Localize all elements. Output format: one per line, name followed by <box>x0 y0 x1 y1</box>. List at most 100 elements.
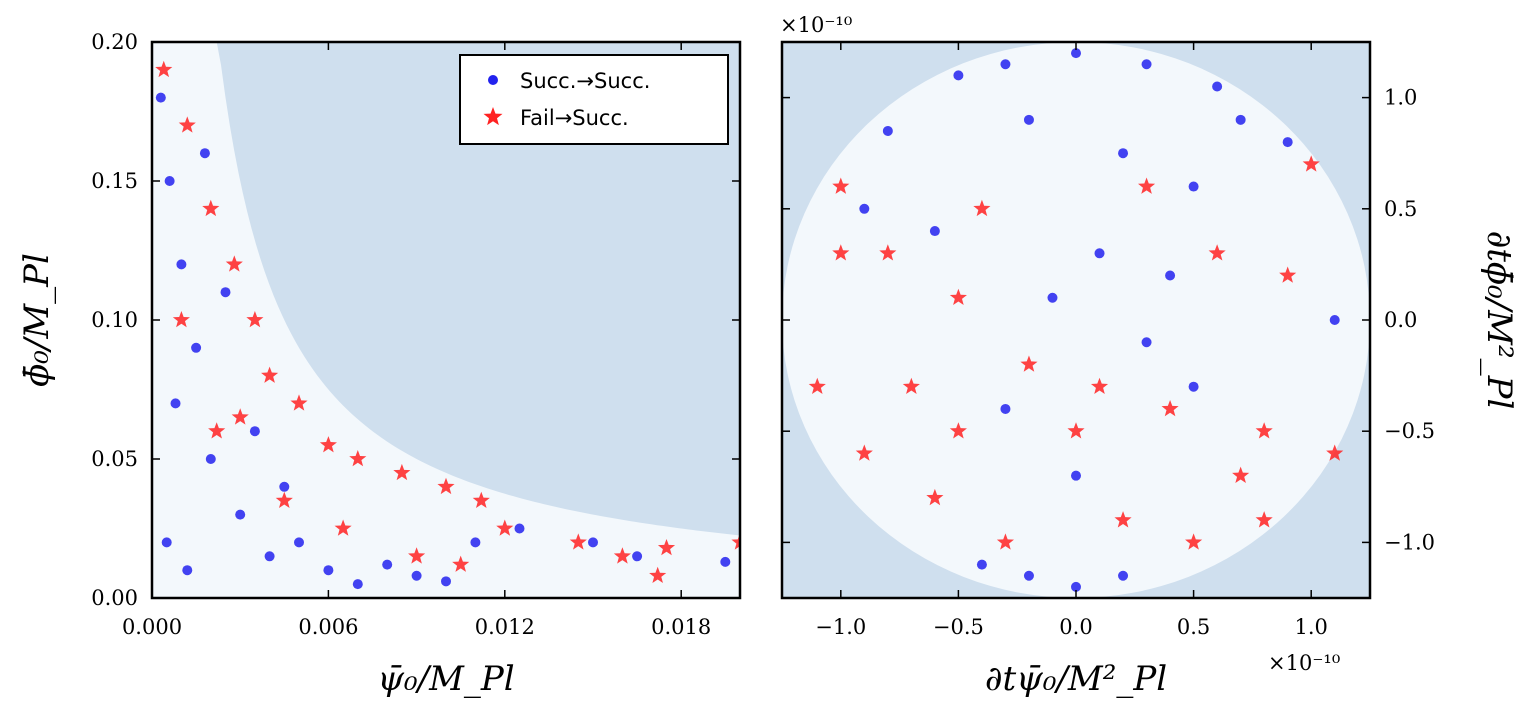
fail-point <box>879 244 897 261</box>
succ-point <box>411 570 422 581</box>
left-success-region <box>152 42 740 598</box>
right-scatter-points <box>808 48 1344 592</box>
legend-succ-marker <box>488 75 498 85</box>
succ-point <box>382 559 393 570</box>
succ-point <box>1188 381 1199 392</box>
right-x-ticks: −1.0 −0.5 0.0 0.5 1.0 <box>815 42 1328 639</box>
fail-point <box>1138 177 1156 194</box>
right-top-scale-label: ×10⁻¹⁰ <box>780 13 852 37</box>
y-tick-label: −1.0 <box>1384 530 1435 554</box>
succ-point <box>1071 48 1081 59</box>
fail-point <box>731 533 740 550</box>
fail-point <box>926 488 944 506</box>
fail-point <box>855 444 873 461</box>
fail-point <box>949 288 967 306</box>
succ-point <box>155 92 166 103</box>
y-tick-label: 0.05 <box>91 447 138 471</box>
fail-point <box>408 547 426 564</box>
fail-point <box>808 377 826 394</box>
succ-point <box>1188 181 1199 192</box>
fail-point <box>1326 444 1344 461</box>
succ-point <box>279 481 290 492</box>
fail-point <box>996 533 1014 550</box>
fail-point <box>1255 422 1273 439</box>
fail-point <box>393 463 411 481</box>
succ-point <box>1165 270 1176 281</box>
succ-point <box>441 576 451 587</box>
succ-point <box>1094 248 1105 259</box>
legend: Succ.→Succ. Fail→Succ. <box>459 54 729 145</box>
fail-point <box>261 366 279 383</box>
succ-point <box>1023 570 1034 581</box>
left-y-ticks: 0.00 0.05 0.10 0.15 0.20 <box>91 30 740 610</box>
right-x-axis-label: ∂tψ̄₀/M²_Pl <box>985 659 1167 699</box>
fail-point <box>437 477 455 495</box>
succ-point <box>1329 315 1340 325</box>
fail-point <box>231 408 249 425</box>
succ-point <box>220 287 231 298</box>
fail-point <box>202 199 220 217</box>
succ-point <box>1000 59 1011 70</box>
right-y-axis-label: ∂tϕ̄₀/M²_Pl <box>1479 231 1519 410</box>
fail-point <box>949 422 967 439</box>
fail-point <box>902 377 920 394</box>
fail-point <box>275 491 293 508</box>
succ-point <box>199 148 210 159</box>
right-bottom-scale-label: ×10⁻¹⁰ <box>1268 651 1340 675</box>
fail-point <box>1208 244 1226 261</box>
fail-point <box>649 566 667 584</box>
fail-point <box>1020 355 1038 372</box>
y-tick-label: 0.0 <box>1384 308 1417 332</box>
fail-point <box>208 422 226 439</box>
x-tick-label: 1.0 <box>1294 615 1327 639</box>
fail-point <box>246 311 264 328</box>
fail-point <box>613 547 631 564</box>
succ-point <box>1023 114 1034 125</box>
legend-succ-label: Succ.→Succ. <box>520 69 650 93</box>
right-panel: −1.0 −0.5 0.0 0.5 1.0 1.0 0.5 0.0 −0.5 −1.0 ×10⁻… <box>780 13 1519 699</box>
succ-point <box>264 551 275 562</box>
fail-point <box>349 450 367 467</box>
fail-point <box>1279 266 1297 283</box>
succ-point <box>294 537 304 548</box>
y-tick-label: 0.00 <box>91 586 138 610</box>
fail-point <box>1067 422 1085 439</box>
succ-point <box>470 537 481 548</box>
succ-point <box>1212 81 1223 92</box>
right-y-ticks: 1.0 0.5 0.0 −0.5 −1.0 <box>782 86 1435 554</box>
succ-point <box>1118 148 1129 159</box>
x-tick-label: 0.5 <box>1177 615 1210 639</box>
succ-point <box>1282 137 1293 148</box>
fail-point <box>1302 155 1320 172</box>
succ-point <box>352 579 363 590</box>
fail-point <box>172 311 190 328</box>
succ-point <box>514 523 525 534</box>
x-tick-label: 0.012 <box>475 615 535 639</box>
succ-point <box>1235 114 1246 125</box>
fail-point <box>973 199 991 217</box>
succ-point <box>170 398 181 409</box>
x-tick-label: 0.006 <box>298 615 358 639</box>
fail-point <box>334 519 352 536</box>
succ-point <box>632 551 643 562</box>
fail-point <box>290 394 308 411</box>
succ-point <box>182 565 193 576</box>
y-tick-label: 0.15 <box>91 169 138 193</box>
fail-point <box>1255 511 1273 528</box>
succ-point <box>1141 337 1152 348</box>
succ-point <box>191 342 202 353</box>
succ-point <box>249 426 260 437</box>
left-panel: 0.000 0.006 0.012 0.018 0.00 0.05 0.10 0.15 0.2… <box>17 30 742 699</box>
fail-point <box>832 177 850 194</box>
x-tick-label: 0.018 <box>651 615 711 639</box>
succ-point <box>588 537 598 548</box>
succ-point <box>235 509 246 520</box>
x-tick-label: −1.0 <box>815 615 866 639</box>
fail-point <box>319 436 337 453</box>
left-scatter-points <box>155 60 740 590</box>
x-tick-label: 0.0 <box>1059 615 1092 639</box>
succ-point <box>1071 581 1081 592</box>
succ-point <box>1047 292 1058 303</box>
succ-point <box>882 125 893 136</box>
